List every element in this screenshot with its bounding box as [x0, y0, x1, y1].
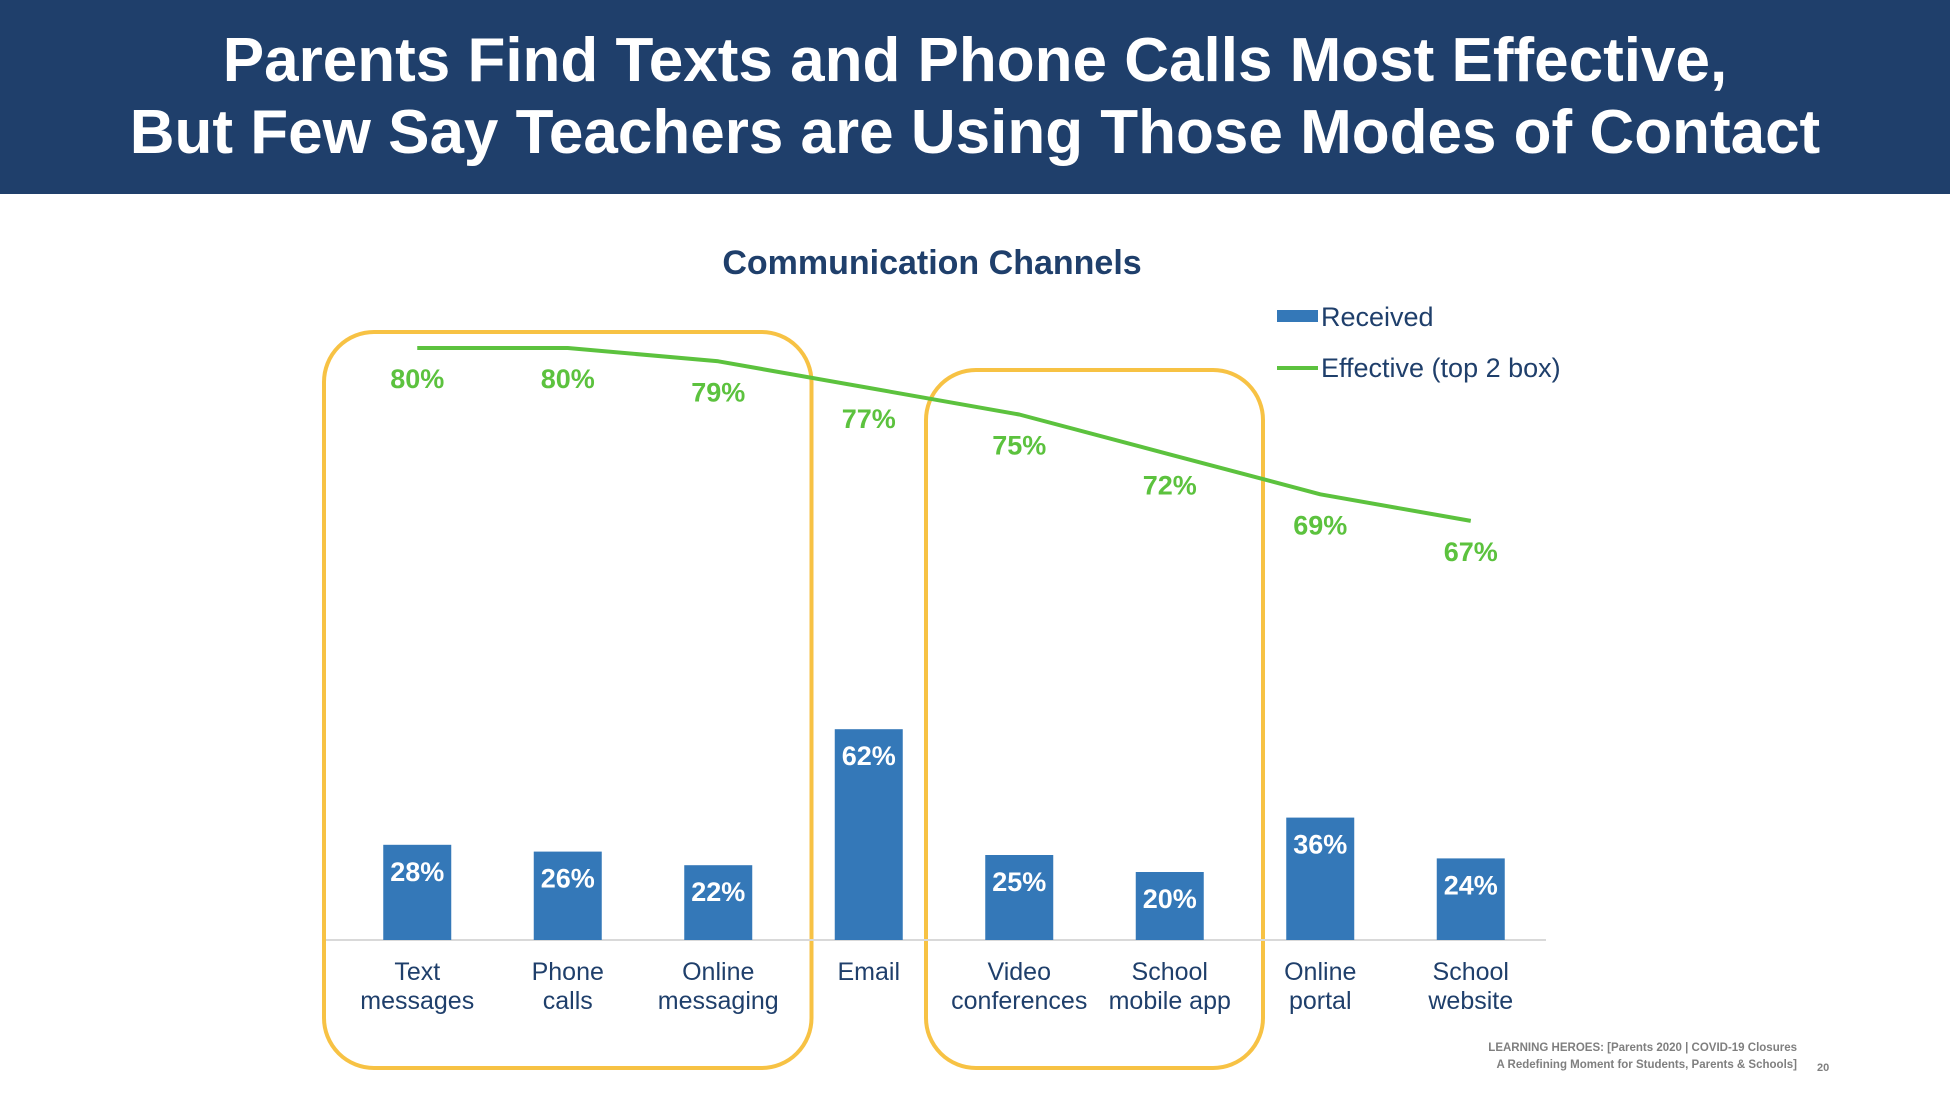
bar-label-2: 26%: [541, 864, 595, 894]
bar-received-7: [1286, 817, 1355, 940]
legend-label-effective: Effective (top 2 box): [1321, 353, 1561, 383]
bar-label-8: 24%: [1444, 870, 1498, 900]
category-label-7: Online portal: [1284, 958, 1356, 1015]
category-label-2: Phone calls: [532, 958, 604, 1015]
bar-label-4: 62%: [842, 741, 896, 771]
bar-received-4: [834, 729, 903, 940]
bar-label-7: 36%: [1293, 830, 1347, 860]
bar-received-3: [684, 865, 753, 940]
legend-label-received: Received: [1321, 302, 1434, 332]
bar-label-5: 25%: [992, 867, 1046, 897]
chart: Communication Channels 28% 26% 22% 62% 25% 20%…: [322, 244, 1561, 1070]
line-label-3: 79%: [691, 377, 745, 407]
category-label-1: Text messages: [360, 958, 474, 1015]
effective-line: [417, 346, 1472, 523]
category-label-4: Email: [837, 958, 900, 986]
highlight-box-1: [322, 330, 814, 1070]
bar-label-3: 22%: [691, 877, 745, 907]
footer-citation: LEARNING HEROES: [Parents 2020 | COVID-1…: [1488, 1040, 1797, 1074]
line-label-5: 75%: [992, 431, 1046, 461]
bar-label-1: 28%: [390, 857, 444, 887]
bar-received-5: [985, 855, 1054, 940]
line-label-6: 72%: [1143, 470, 1197, 500]
line-label-8: 67%: [1444, 537, 1498, 567]
highlight-box-2: [924, 368, 1265, 1070]
bar-label-6: 20%: [1143, 884, 1197, 914]
line-label-2: 80%: [541, 364, 595, 394]
title-banner: Parents Find Texts and Phone Calls Most …: [0, 0, 1950, 194]
chart-title: Communication Channels: [722, 244, 1141, 282]
bar-received-8: [1436, 858, 1505, 940]
legend-swatch-received: [1277, 310, 1318, 322]
slide-title-line-1: Parents Find Texts and Phone Calls Most …: [222, 26, 1728, 95]
footer-line-1: LEARNING HEROES: [Parents 2020 | COVID-1…: [1488, 1042, 1797, 1054]
bar-received-1: [383, 844, 452, 940]
category-label-8: School website: [1427, 958, 1513, 1015]
footer-line-2: A Redefining Moment for Students, Parent…: [1496, 1059, 1797, 1071]
line-label-4: 77%: [842, 404, 896, 434]
slide-title-line-2: But Few Say Teachers are Using Those Mod…: [129, 98, 1821, 167]
bar-received-6: [1135, 872, 1204, 940]
bar-received-2: [533, 851, 602, 940]
category-label-3: Online messaging: [658, 958, 779, 1015]
line-label-1: 80%: [390, 364, 444, 394]
page-number: 20: [1817, 1062, 1830, 1074]
line-label-7: 69%: [1293, 510, 1347, 540]
category-label-5: Video conferences: [951, 958, 1087, 1015]
category-label-6: School mobile app: [1109, 958, 1231, 1015]
